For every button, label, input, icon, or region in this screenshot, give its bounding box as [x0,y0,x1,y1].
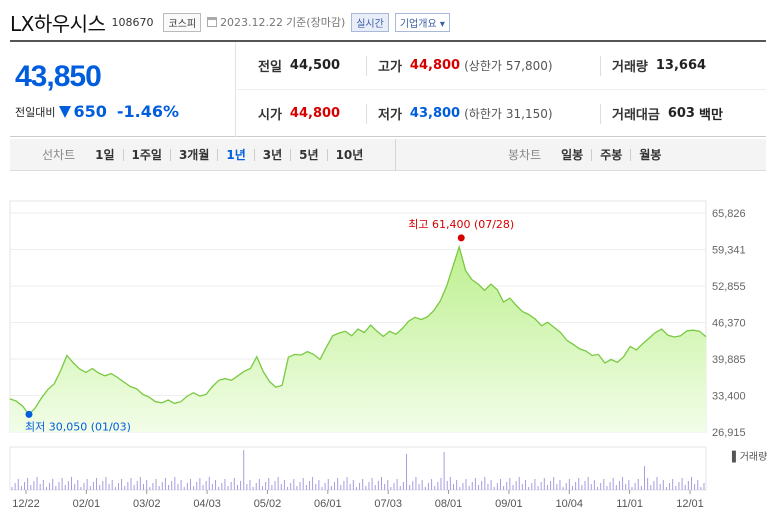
max-price-label: 최고 61,400 (07/28) [408,218,514,231]
chevron-down-icon: ▾ [439,18,445,30]
stock-header: LX하우시스 108670 코스피 2023.12.22 기준(장마감) 실시간… [10,8,450,36]
company-info-label: 기업개요 [399,18,437,30]
divider [366,104,367,124]
x-tick-label: 04/03 [193,498,221,510]
divider [600,104,601,124]
line-chart-tabs: 선차트 1일 1주일 3개월 1년 3년 5년 10년 [42,146,371,163]
chart-tabs: 선차트 1일 1주일 3개월 1년 3년 5년 10년 봉차트 일봉 주봉 월봉 [10,139,766,171]
day-high: 고가 44,800 (상한가 57,800) [378,42,553,89]
x-tick-label: 05/02 [254,498,282,510]
tabs-divider [395,139,396,171]
tab-3m[interactable]: 3개월 [169,148,217,161]
divider [600,56,601,76]
min-point-marker [25,410,33,418]
y-tick-label: 39,885 [712,354,746,366]
candle-chart-label: 봉차트 [508,148,542,162]
day-low: 저가 43,800 (하한가 31,150) [378,90,553,137]
x-tick-label: 11/01 [616,498,643,510]
y-tick-label: 33,400 [712,391,746,403]
low-value: 43,800 [409,106,461,121]
lower-limit-label: (하한가 [464,107,502,121]
tab-3y[interactable]: 3년 [253,148,290,161]
amount-unit: 백만 [698,108,723,123]
tab-monthly[interactable]: 월봉 [630,148,669,161]
quote-date: 2023.12.22 기준(장마감) [207,14,345,30]
x-tick-label: 07/03 [374,498,402,510]
date-basis: 기준(장마감) [286,16,346,29]
divider [366,56,367,76]
current-price: 43,850 [15,60,102,93]
summary-row-divider [237,89,766,90]
volume-panel [9,446,707,491]
high-label: 고가 [378,60,402,75]
current-price-box: 43,850 전일대비 650 -1.46% [10,42,236,137]
y-tick-label: 59,341 [712,245,746,257]
x-tick-label: 09/01 [495,498,523,510]
x-tick-label: 08/01 [435,498,463,510]
prev-close: 전일 44,500 [258,42,340,89]
calendar-icon [207,17,218,27]
y-tick-label: 65,826 [712,208,746,220]
stock-code: 108670 [111,15,154,29]
prev-close-value: 44,500 [289,58,341,73]
y-tick-label: 46,370 [712,318,746,330]
prev-close-label: 전일 [258,60,282,75]
realtime-button[interactable]: 실시간 [351,12,389,32]
candle-chart-tabs: 봉차트 일봉 주봉 월봉 [508,146,669,163]
quote-summary: 43,850 전일대비 650 -1.46% 전일 44,500 고가 44,8… [10,42,766,137]
high-value: 44,800 [409,58,461,73]
x-tick-label: 06/01 [314,498,342,510]
lower-limit-value: 31,150) [505,106,553,121]
upper-limit-label: (상한가 [464,59,502,73]
max-point-marker [457,234,465,242]
x-tick-label: 12/22 [12,498,40,510]
volume-value: 13,664 [655,58,707,73]
price-line [9,244,707,416]
change-amount: 650 [73,102,107,121]
upper-limit-value: 57,800) [505,58,553,73]
tab-5y[interactable]: 5년 [290,148,326,161]
trade-amount: 거래대금 603 백만 [612,90,723,137]
amount-value: 603 [667,106,695,121]
tab-1y[interactable]: 1년 [217,148,253,161]
x-tick-label: 02/01 [73,498,101,510]
change-label: 전일대비 [15,105,56,119]
x-tick-label: 12/01 [676,498,704,510]
x-tick-label: 03/02 [133,498,161,510]
price-area [10,246,706,432]
open-value: 44,800 [289,106,341,121]
y-tick-label: 26,915 [712,427,746,439]
volume: 거래량 13,664 [612,42,706,89]
down-arrow-icon [59,105,72,118]
low-label: 저가 [378,108,402,123]
tab-weekly[interactable]: 주봉 [591,148,630,161]
open-price: 시가 44,800 [258,90,340,137]
tab-1w[interactable]: 1주일 [122,148,170,161]
min-price-label: 최저 30,050 (01/03) [25,420,131,433]
open-label: 시가 [258,108,282,123]
tab-daily[interactable]: 일봉 [561,147,584,162]
date-value: 2023.12.22 [220,15,284,29]
x-tick-label: 10/04 [556,498,584,510]
tab-10y[interactable]: 10년 [326,148,372,161]
price-change: 전일대비 650 -1.46% [15,102,179,121]
line-chart-label: 선차트 [42,148,76,162]
volume-legend: ▌거래량 [731,450,767,463]
header-divider [10,40,766,42]
amount-label: 거래대금 [612,108,660,123]
volume-label: 거래량 [612,60,648,75]
market-badge: 코스피 [163,12,202,32]
stock-name: LX하우시스 [10,11,106,36]
company-info-dropdown[interactable]: 기업개요 ▾ [394,12,450,32]
change-percent: -1.46% [116,102,180,121]
y-tick-label: 52,855 [712,281,746,293]
tab-1d[interactable]: 1일 [95,147,115,162]
